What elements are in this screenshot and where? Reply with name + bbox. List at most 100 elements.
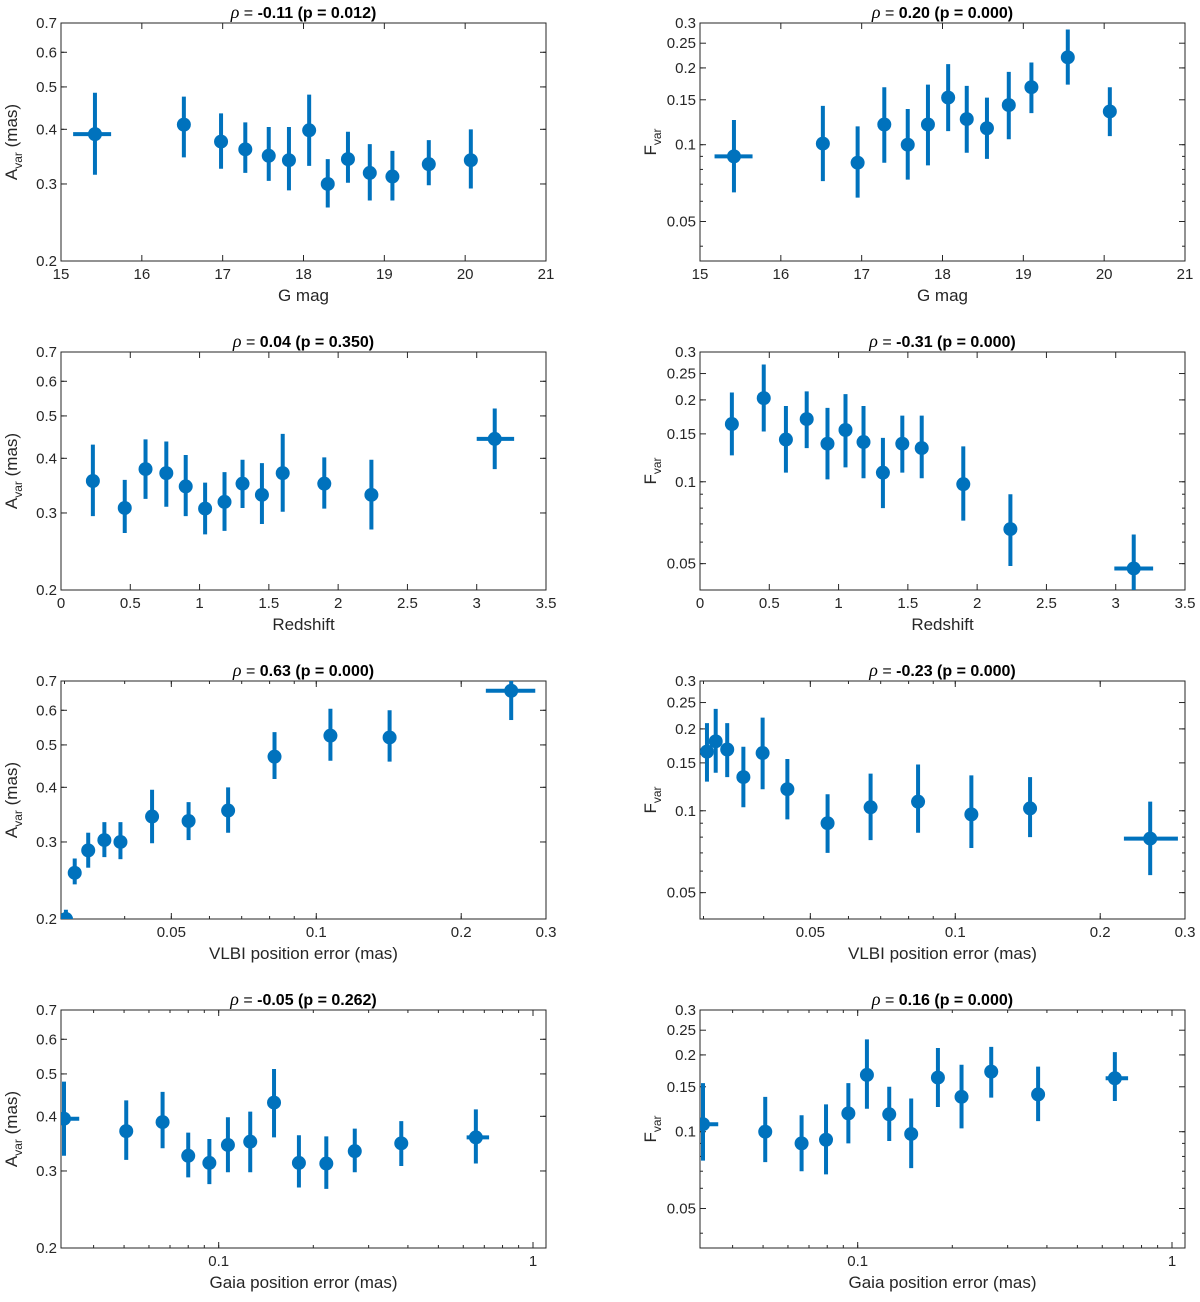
- data-point: [984, 1046, 999, 1098]
- point-marker: [1143, 831, 1158, 846]
- data-point: [841, 1083, 856, 1144]
- data-point: [914, 415, 929, 479]
- point-marker: [914, 441, 929, 456]
- panel-title: ρ = -0.23 (p = 0.000): [868, 660, 1016, 680]
- point-marker: [220, 1137, 235, 1152]
- data-point: [145, 789, 160, 844]
- y-tick-label: 0.4: [36, 1108, 57, 1125]
- y-tick-label: 0.5: [36, 408, 57, 425]
- data-point: [700, 1083, 719, 1161]
- data-point: [815, 105, 830, 182]
- x-tick-label: 0.05: [796, 924, 825, 941]
- data-point: [85, 444, 100, 517]
- data-point: [181, 1132, 196, 1178]
- point-marker: [882, 1107, 897, 1122]
- data-point: [700, 723, 714, 782]
- point-marker: [1024, 80, 1039, 95]
- data-point: [394, 1121, 409, 1166]
- y-tick-label: 0.3: [675, 1002, 696, 1019]
- axes-box: [60, 22, 547, 262]
- point-marker: [778, 432, 793, 447]
- y-tick-label: 0.4: [36, 121, 57, 138]
- point-marker: [856, 435, 871, 450]
- data-point: [724, 392, 739, 456]
- data-point: [254, 463, 269, 525]
- axes-ticks: [700, 1009, 1185, 1248]
- y-tick-label: 0.7: [36, 673, 57, 690]
- y-tick-label: 0.05: [667, 1200, 696, 1217]
- point-marker: [382, 730, 397, 745]
- x-tick-label: 2: [973, 595, 981, 612]
- data-series: [700, 708, 1178, 876]
- point-marker: [87, 127, 102, 142]
- data-point: [956, 446, 971, 521]
- x-tick-label: 15: [53, 266, 70, 283]
- panel-title: ρ = -0.11 (p = 0.012): [230, 2, 377, 22]
- x-tick-label: 1: [195, 595, 203, 612]
- point-marker: [302, 123, 317, 138]
- data-point: [317, 457, 332, 509]
- point-marker: [758, 1124, 773, 1139]
- data-point: [302, 94, 317, 166]
- data-point: [758, 1096, 773, 1163]
- point-marker: [819, 1132, 834, 1147]
- point-marker: [959, 112, 974, 127]
- data-point: [799, 391, 814, 449]
- x-tick-label: 1: [529, 1253, 537, 1270]
- point-marker: [468, 1130, 483, 1145]
- point-marker: [214, 134, 229, 149]
- y-tick-label: 0.15: [667, 1079, 696, 1096]
- y-axis-label: Avar (mas): [2, 104, 25, 180]
- data-series: [73, 92, 478, 208]
- point-marker: [930, 1070, 945, 1085]
- y-tick-label: 0.3: [36, 176, 57, 193]
- data-point: [1105, 1052, 1129, 1101]
- point-marker: [904, 1126, 919, 1141]
- y-tick-label: 0.2: [36, 911, 57, 928]
- point-marker: [463, 153, 478, 168]
- point-marker: [1023, 801, 1038, 816]
- y-axis-label: Fvar: [641, 786, 664, 813]
- y-tick-label: 0.4: [36, 779, 57, 796]
- y-axis-label: Avar (mas): [2, 1091, 25, 1167]
- point-marker: [877, 117, 892, 132]
- data-point: [964, 775, 979, 848]
- data-point: [364, 459, 379, 530]
- data-point: [930, 1047, 945, 1107]
- x-tick-label: 0.05: [157, 924, 186, 941]
- x-tick-label: 1.5: [258, 595, 279, 612]
- data-point: [820, 407, 835, 480]
- data-point: [859, 1039, 874, 1109]
- point-marker: [979, 121, 994, 136]
- point-marker: [794, 1136, 809, 1151]
- x-tick-label: 16: [772, 266, 789, 283]
- y-tick-label: 0.2: [675, 60, 696, 77]
- data-point: [67, 858, 82, 885]
- axes-ticks: [60, 22, 547, 262]
- point-marker: [275, 466, 290, 481]
- point-marker: [984, 1064, 999, 1079]
- data-point: [882, 1086, 897, 1141]
- data-series: [61, 1069, 490, 1189]
- data-point: [243, 1111, 258, 1173]
- data-point: [875, 437, 890, 509]
- y-tick-label: 0.05: [667, 556, 696, 573]
- y-tick-label: 0.1: [675, 474, 696, 491]
- chart-panel-7: 0.2 0.3 0.4 0.5 0.6 0.7 0.1 1 ρ = -0.05 (p = 0.2…: [2, 989, 547, 1292]
- point-marker: [97, 833, 112, 848]
- x-axis-label: VLBI position error (mas): [209, 944, 398, 963]
- panel-title: ρ = -0.05 (p = 0.262): [229, 989, 377, 1009]
- point-marker: [323, 728, 338, 743]
- y-axis-label: Avar (mas): [2, 762, 25, 838]
- data-point: [340, 131, 355, 183]
- axes-box: [699, 1009, 1186, 1249]
- y-tick-label: 0.6: [36, 373, 57, 390]
- data-point: [319, 1136, 334, 1189]
- chart-panel-8: 0.05 0.1 0.15 0.2 0.25 0.3 0.1 1 ρ = 0.16 (p = 0…: [641, 989, 1186, 1292]
- point-marker: [362, 165, 377, 180]
- x-tick-label: 21: [538, 266, 555, 283]
- point-marker: [159, 466, 174, 481]
- data-point: [778, 405, 793, 473]
- point-marker: [254, 487, 269, 502]
